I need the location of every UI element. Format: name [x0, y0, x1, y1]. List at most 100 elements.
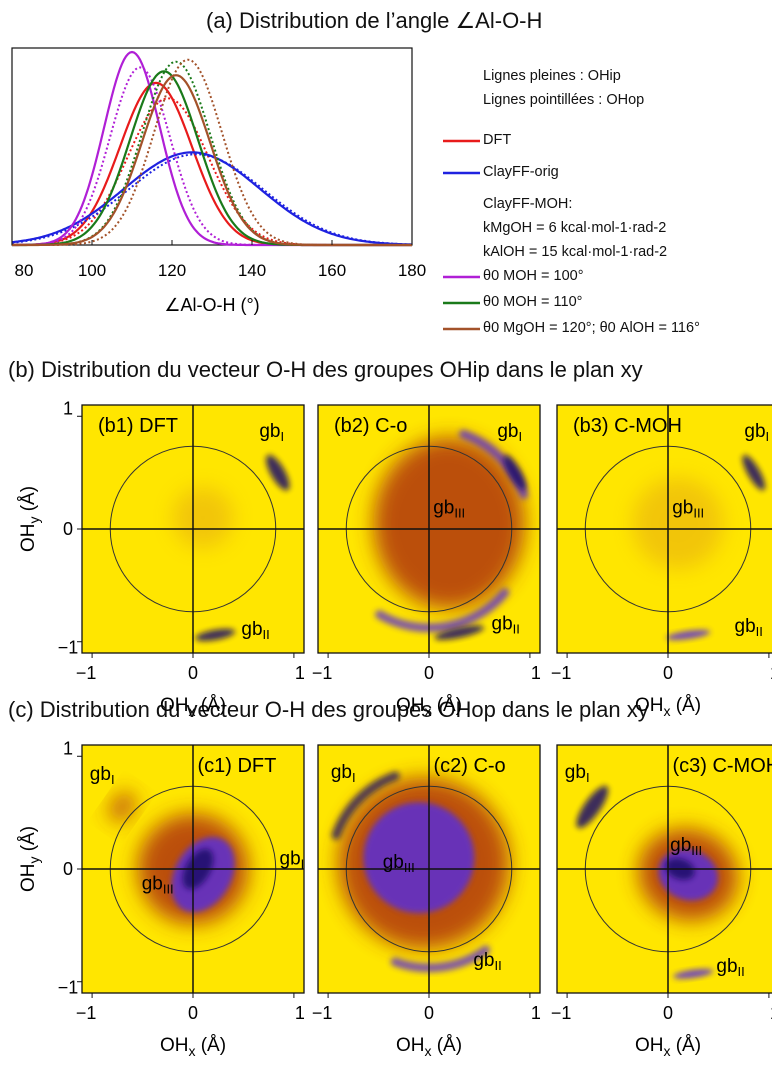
- legend-k-aloh: kAlOH = 15 kcal·mol-1·rad-2: [483, 244, 668, 260]
- x-axis-label: OHx (Å): [160, 1035, 226, 1059]
- annotation-label: gbI: [331, 762, 356, 785]
- legend-clayff-orig: ClayFF-orig: [483, 164, 559, 180]
- series-line-2: [11, 151, 412, 246]
- x-tick-label: 0: [188, 663, 198, 683]
- title-c: (c) Distribution du vecteur O-H des grou…: [8, 697, 649, 723]
- annotation-label: gbI: [280, 849, 305, 872]
- panel-c1: (c1) DFT gbI gbI gbIII −1 0 1 OHx (Å) 1 0 −1 OHy (Å…: [18, 738, 305, 1059]
- panel-label: (b2) C-o: [334, 415, 407, 437]
- x-tick-label: −1: [312, 1003, 333, 1023]
- annotation-label: gbII: [241, 619, 269, 642]
- density-blob: [666, 629, 711, 641]
- density-blob: [673, 968, 714, 979]
- annotation-label: gbII: [716, 956, 744, 979]
- annotation-label: gbIII: [672, 497, 704, 520]
- density-blob: [363, 802, 475, 914]
- y-tick-label: 0: [63, 519, 73, 539]
- annotation-label: gbIII: [142, 874, 174, 897]
- x-tick-label: 0: [663, 1003, 673, 1023]
- y-tick-label: 1: [63, 398, 73, 418]
- annotation-label: gbII: [492, 614, 520, 637]
- panel-c3: (c3) C-MOH gbI gbIII gbII −1 0 1 OHx (Å): [551, 744, 772, 1059]
- annotation-label: gbIII: [670, 835, 702, 858]
- x-tick-label: 140: [238, 261, 266, 280]
- x-tick-label: 0: [424, 663, 434, 683]
- y-axis-label: OHy (Å): [18, 486, 42, 552]
- title-b-text: (b) Distribution du vecteur O-H des grou…: [8, 357, 643, 382]
- legend-dft: DFT: [483, 132, 512, 148]
- panel-c2: (c2) C-o gbI gbIII gbII −1 0 1 OHx (Å): [312, 744, 541, 1059]
- panel-label: (b1) DFT: [98, 415, 178, 437]
- x-tick-label: −1: [551, 1003, 572, 1023]
- annotation-label: gbI: [565, 762, 590, 785]
- series-line-7: [12, 60, 412, 246]
- title-a: (a) Distribution de l’angle ∠Al-O-H: [206, 8, 543, 33]
- annotation-label: gbI: [497, 421, 522, 444]
- x-tick-label: 1: [295, 1003, 305, 1023]
- y-axis-label: OHy (Å): [18, 826, 42, 892]
- x-tick-label: 100: [78, 261, 106, 280]
- panel-b2: (b2) C-o gbI gbIII gbII −1 0 1 OHx (Å): [312, 404, 541, 719]
- density-blob: [265, 454, 290, 491]
- density-blob: [742, 454, 766, 491]
- legend-dotted: Lignes pointillées : OHop: [483, 92, 645, 108]
- x-axis-label: OHx (Å): [635, 695, 701, 719]
- x-axis-label: OHx (Å): [635, 1035, 701, 1059]
- density-blob: [195, 628, 236, 642]
- x-tick-label: 0: [663, 663, 673, 683]
- title-b: (b) Distribution du vecteur O-H des grou…: [8, 357, 643, 383]
- title-c-text: (c) Distribution du vecteur O-H des grou…: [8, 697, 649, 722]
- annotation-label: gbIII: [383, 852, 415, 875]
- legend-solid: Lignes pleines : OHip: [483, 68, 621, 84]
- panel-label: (c1) DFT: [197, 755, 276, 777]
- panel-label: (b3) C-MOH: [573, 415, 682, 437]
- density-arc: [390, 945, 491, 973]
- x-axis-label: ∠Al-O-H (°): [164, 295, 259, 315]
- x-tick-label: 180: [398, 261, 426, 280]
- legend-theta100: θ0 MOH = 100°: [483, 268, 584, 284]
- panel-b3: (b3) C-MOH gbI gbIII gbII −1 0 1 OHx (Å): [551, 404, 772, 719]
- annotation-label: gbII: [735, 616, 763, 639]
- y-tick-label: −1: [58, 638, 79, 658]
- panel-b1: (b1) DFT gbI gbII −1 0 1 OHx (Å) 1 0 −1 OHy (Å): [18, 398, 305, 719]
- x-tick-label: 0: [188, 1003, 198, 1023]
- x-tick-label: 1: [770, 663, 772, 683]
- y-tick-label: −1: [58, 978, 79, 998]
- panel-label: (c3) C-MOH: [672, 755, 772, 777]
- x-tick-label: 1: [531, 663, 541, 683]
- chart-a-frame: [11, 47, 413, 246]
- y-tick-label: 1: [63, 738, 73, 758]
- x-tick-label: 120: [158, 261, 186, 280]
- chart-a: 80 100 120 140 160 180 ∠Al-O-H (°): [11, 47, 426, 315]
- y-tick-label: 0: [63, 859, 73, 879]
- density-blob: [373, 437, 525, 610]
- x-tick-label: 1: [531, 1003, 541, 1023]
- series-line-9: [12, 58, 412, 246]
- annotation-label: gbI: [90, 764, 115, 787]
- legend-theta110: θ0 MOH = 110°: [483, 294, 583, 310]
- series-line-1: [12, 97, 412, 246]
- density-arc: [331, 771, 400, 840]
- annotation-label: gbIII: [433, 497, 465, 520]
- density-blob: [434, 625, 484, 640]
- panel-label: (c2) C-o: [433, 755, 505, 777]
- series-line-6: [12, 70, 412, 247]
- legend-clayff-moh: ClayFF-MOH:: [483, 196, 573, 212]
- density-blob: [632, 477, 724, 569]
- x-tick-label: 160: [318, 261, 346, 280]
- density-arc: [375, 588, 510, 633]
- x-tick-label: −1: [551, 663, 572, 683]
- x-axis-label: OHx (Å): [396, 1035, 462, 1059]
- x-tick-label: −1: [76, 663, 97, 683]
- chart-b: (b1) DFT gbI gbII −1 0 1 OHx (Å) 1 0 −1 OHy (Å) (b2…: [18, 398, 772, 719]
- legend-k-mgoh: kMgOH = 6 kcal·mol-1·rad-2: [483, 220, 667, 236]
- annotation-label: gbII: [473, 950, 501, 973]
- x-tick-label: −1: [312, 663, 333, 683]
- chart-c: (c1) DFT gbI gbI gbIII −1 0 1 OHx (Å) 1 0 −1 OHy (Å…: [18, 738, 772, 1059]
- x-tick-label: −1: [76, 1003, 97, 1023]
- density-blob: [109, 792, 135, 822]
- density-blob: [503, 454, 527, 491]
- x-tick-label: 1: [770, 1003, 772, 1023]
- density-blob: [576, 785, 609, 829]
